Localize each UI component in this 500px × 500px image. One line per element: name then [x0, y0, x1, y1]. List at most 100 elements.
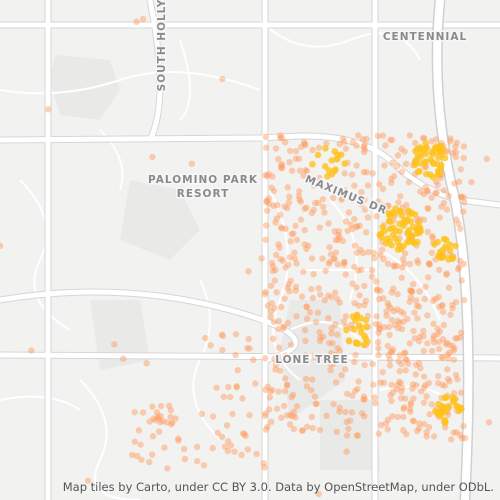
dot: [321, 297, 328, 304]
dot: [400, 413, 407, 421]
dot: [414, 259, 422, 267]
dot: [408, 288, 416, 295]
dot: [444, 375, 452, 383]
dot: [423, 433, 430, 440]
dot: [315, 490, 323, 498]
dot: [376, 295, 383, 303]
dot: [293, 260, 300, 267]
dot: [157, 402, 165, 410]
dot: [412, 371, 419, 378]
dot: [375, 351, 382, 359]
dot: [342, 145, 350, 152]
dot: [286, 421, 294, 428]
dot: [308, 285, 315, 293]
dot: [376, 325, 383, 333]
dot: [348, 409, 356, 416]
dot: [442, 341, 450, 348]
dot: [301, 205, 308, 213]
dot: [303, 167, 310, 175]
dot: [277, 303, 285, 311]
dot: [445, 284, 453, 291]
dot: [317, 291, 324, 298]
dot: [429, 233, 436, 240]
dot: [342, 187, 349, 194]
dot: [328, 349, 335, 357]
dot: [84, 477, 92, 484]
dot: [267, 282, 275, 289]
dot: [343, 326, 350, 334]
dot: [440, 252, 447, 260]
dot: [449, 149, 457, 157]
dot: [263, 207, 271, 214]
dot: [439, 381, 446, 389]
dot: [360, 143, 368, 150]
dot: [315, 199, 322, 207]
dot: [434, 181, 441, 188]
dot: [287, 238, 294, 245]
dot: [396, 352, 404, 359]
dot: [133, 452, 141, 460]
dot: [308, 255, 316, 262]
dot: [263, 198, 270, 206]
dot: [461, 434, 469, 442]
dot: [288, 230, 295, 238]
dot: [221, 443, 229, 450]
dot: [311, 199, 319, 207]
dot: [172, 415, 179, 422]
dot: [413, 427, 421, 435]
dot: [410, 417, 418, 425]
dot: [351, 358, 358, 366]
dot: [403, 356, 410, 364]
dot: [252, 380, 259, 387]
dot: [275, 388, 282, 395]
dot: [362, 297, 370, 305]
dot: [272, 266, 279, 274]
dot: [274, 201, 281, 209]
dot: [324, 292, 332, 299]
dot: [430, 433, 438, 440]
dot: [380, 255, 387, 263]
dot: [359, 136, 367, 143]
dot: [380, 379, 387, 386]
dot: [458, 435, 466, 442]
dot: [384, 300, 392, 307]
dot: [316, 328, 323, 336]
dot: [341, 160, 348, 168]
dot: [444, 351, 451, 358]
dot: [460, 143, 468, 150]
dot: [420, 216, 428, 223]
dot: [452, 242, 459, 250]
dot: [387, 136, 394, 144]
dot: [338, 194, 346, 202]
dot: [423, 170, 430, 178]
dot: [394, 306, 401, 313]
dot: [424, 187, 431, 194]
dot: [400, 310, 407, 317]
dot: [414, 257, 421, 264]
dot: [332, 321, 339, 328]
dot: [332, 351, 339, 358]
dot: [275, 155, 282, 163]
dot: [264, 423, 271, 430]
dot: [407, 232, 415, 239]
dot: [460, 194, 467, 201]
dot: [398, 274, 405, 281]
dot: [291, 249, 298, 256]
dot: [244, 446, 251, 453]
dot: [272, 366, 279, 373]
dot: [175, 437, 182, 444]
dot: [406, 210, 413, 218]
place-label: CENTENNIAL: [383, 31, 467, 43]
dot: [374, 286, 381, 293]
dot: [301, 326, 309, 334]
dot: [440, 199, 448, 207]
dot: [453, 334, 461, 342]
dot: [331, 228, 338, 235]
dot: [139, 15, 147, 23]
dot: [393, 162, 401, 170]
dot: [292, 155, 299, 162]
dot: [397, 379, 404, 387]
dot: [336, 404, 343, 411]
dot: [291, 255, 298, 262]
dot: [330, 401, 337, 408]
